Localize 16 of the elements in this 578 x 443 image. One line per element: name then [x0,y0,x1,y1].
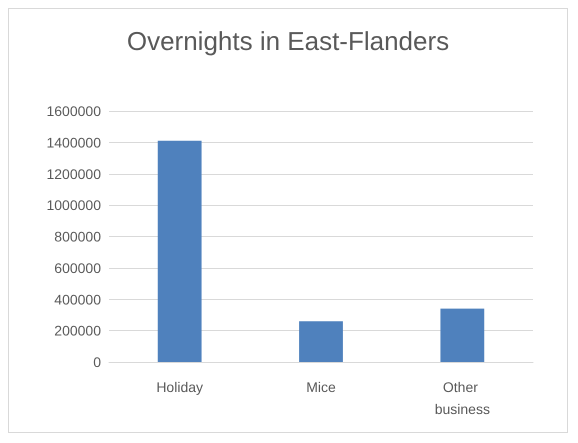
y-tick-label: 0 [93,354,102,370]
y-tick-label: 1600000 [46,103,102,119]
y-tick-label: 1400000 [46,134,102,150]
y-tick-label: 600000 [54,260,102,276]
chart-title: Overnights in East-Flanders [126,26,450,56]
y-tick-label: 1000000 [46,197,102,214]
y-tick-label: 1200000 [46,166,102,182]
y-tick-label: 400000 [54,291,102,308]
x-tick-label: Other business [434,379,490,417]
bar [299,321,343,362]
y-tick-label: 800000 [54,228,102,244]
x-tick-label: Holiday [156,379,204,395]
x-tick-label: Mice [306,379,336,395]
bar [440,308,484,362]
y-tick-label: 200000 [54,322,102,339]
bar [158,140,202,362]
